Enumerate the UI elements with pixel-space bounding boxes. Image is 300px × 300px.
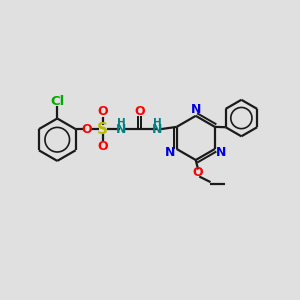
- Text: O: O: [98, 140, 108, 153]
- Text: N: N: [190, 103, 201, 116]
- Text: O: O: [134, 105, 145, 118]
- Text: N: N: [216, 146, 226, 159]
- Text: N: N: [165, 146, 175, 159]
- Text: O: O: [81, 123, 92, 136]
- Text: O: O: [98, 105, 108, 118]
- Text: S: S: [97, 122, 108, 136]
- Text: N: N: [152, 123, 163, 136]
- Text: Cl: Cl: [50, 95, 64, 108]
- Text: H: H: [117, 118, 125, 128]
- Text: H: H: [153, 118, 162, 128]
- Text: N: N: [116, 123, 126, 136]
- Text: O: O: [193, 167, 203, 179]
